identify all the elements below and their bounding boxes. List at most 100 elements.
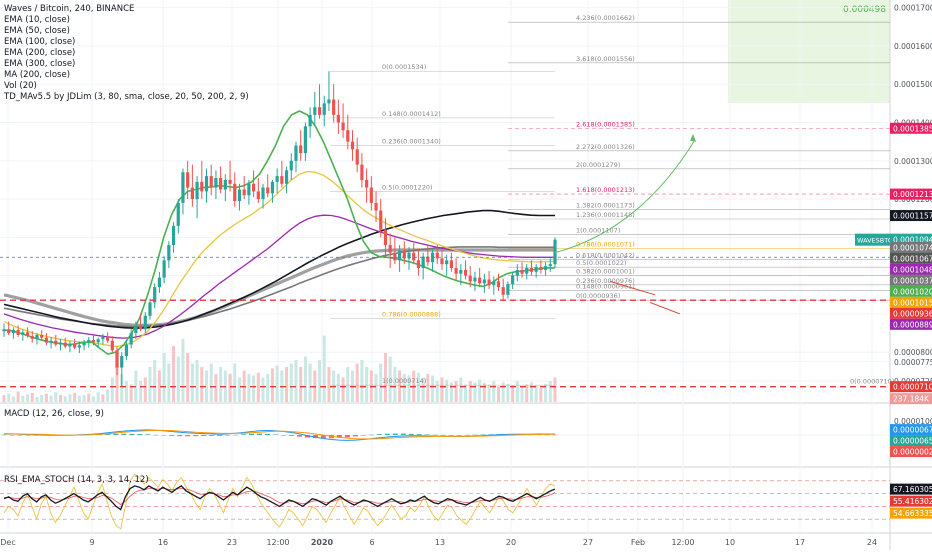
candle-body [355, 149, 359, 165]
macd-hist-bar [400, 433, 406, 435]
macd-hist-bar [257, 433, 263, 435]
legend-ema10[interactable]: EMA (10, close) [4, 15, 70, 25]
price-label[interactable]: 0.0000936 [893, 309, 932, 318]
price-label[interactable]: 0.0001037 [893, 276, 932, 285]
ma200-line [3, 248, 555, 327]
volume-bar [101, 394, 105, 402]
volume-bar [275, 365, 279, 402]
volume-bar [440, 377, 444, 402]
price-tick-label[interactable]: 0.0001600 [894, 42, 932, 51]
legend-ema50[interactable]: EMA (50, close) [4, 26, 70, 36]
candle-body [87, 339, 91, 343]
price-label[interactable]: 0.0001213 [893, 190, 932, 199]
volume-bar [186, 353, 190, 402]
price-tick-label[interactable]: 0.0001700 [894, 4, 932, 13]
volume-bar [478, 379, 482, 402]
volume-bar [435, 381, 439, 402]
fib-level-label: 1(0.0001107) [576, 227, 620, 235]
macd-hist-bar [209, 435, 215, 436]
price-label[interactable]: 0.0001048 [893, 265, 932, 274]
time-tick-label[interactable]: 10 [725, 538, 735, 547]
legend-ma200[interactable]: MA (200, close) [4, 70, 71, 80]
time-tick-label[interactable]: 23 [227, 538, 237, 547]
macd-hist-bar [161, 435, 167, 436]
price-tick-label[interactable]: 0.0000800 [894, 348, 932, 357]
time-tick-label[interactable]: 9 [89, 538, 94, 547]
volume-bar [416, 372, 420, 402]
time-tick-label[interactable]: 12:00 [671, 538, 694, 547]
time-tick-label[interactable]: 27 [583, 538, 593, 547]
volume-bar [11, 396, 15, 402]
volume-bar [252, 375, 256, 402]
volume-bar [139, 381, 143, 402]
chart-title[interactable]: Waves / Bitcoin, 240, BINANCE [4, 4, 135, 14]
volume-bar [54, 392, 58, 402]
candle-body [379, 210, 383, 230]
macd-hist-bar [249, 433, 255, 435]
legend-ema300[interactable]: EMA (300, close) [4, 59, 76, 69]
price-tick-label[interactable]: 0.0001500 [894, 80, 932, 89]
price-label[interactable]: 0.0001157 [893, 212, 932, 221]
macd-value-label[interactable]: 0.0000065 [893, 437, 932, 446]
candle-body [280, 176, 284, 184]
price-label[interactable]: 237.184K [893, 395, 930, 404]
candle-body [40, 335, 44, 338]
candle-body [346, 130, 350, 142]
rsi-title[interactable]: RSI_EMA_STOCH (14, 3, 3, 14, 12) [4, 475, 149, 485]
legend-ema200[interactable]: EMA (200, close) [4, 48, 76, 58]
price-label[interactable]: 0.0001015 [893, 298, 932, 307]
fib-level-label: 2.618(0.0001385) [576, 120, 635, 128]
candle-body [416, 260, 421, 268]
time-tick-label[interactable]: 2020 [311, 538, 334, 547]
macd-value-label[interactable]: 0.0000002 [893, 448, 932, 457]
last-price-label[interactable]: 0.0001094 [893, 236, 932, 245]
candle-body [463, 269, 468, 276]
candle-body [256, 191, 260, 200]
price-tick-label[interactable]: 0.0001300 [894, 157, 932, 166]
volume-bar [289, 363, 293, 402]
time-tick-label[interactable]: 24 [867, 538, 877, 547]
candle-body [369, 187, 373, 203]
candle-body [548, 264, 552, 267]
fib-left-label: 0.236(0.0001340) [382, 137, 441, 145]
price-label[interactable]: 0.0001067 [893, 254, 932, 263]
time-tick-label[interactable]: 13 [435, 538, 445, 547]
rsi-value-label[interactable]: 54.6633353 [893, 509, 932, 518]
candle-body [77, 345, 81, 348]
time-axis-layer[interactable]: Dec 9 16 23 12:00 2020 6 13 20 27 Feb 12:00 10 17 24 [0, 538, 877, 547]
time-tick-label[interactable]: 20 [506, 538, 516, 547]
time-tick-label[interactable]: Feb [631, 538, 645, 547]
candle-body [511, 275, 515, 285]
legend-ema100[interactable]: EMA (100, close) [4, 37, 76, 47]
macd-hist-bar [25, 435, 31, 436]
price-label[interactable]: 0.0001074 [893, 243, 932, 252]
macd-value-label[interactable]: 0.0000067 [893, 426, 932, 435]
volume-bar [214, 374, 218, 402]
time-tick-label[interactable]: 17 [795, 538, 805, 547]
price-label-bg [890, 210, 932, 222]
price-label[interactable]: 0.0000710 [893, 383, 932, 392]
price-label-bg [890, 307, 932, 319]
time-tick-label[interactable]: 12:00 [266, 538, 289, 547]
price-axis-layer[interactable]: 0.00017000.00016000.00015000.00014000.00… [855, 4, 932, 519]
time-tick-label[interactable]: 16 [158, 538, 168, 547]
price-label[interactable]: 0.0001020 [893, 287, 932, 296]
projection-arrow-down-2 [649, 301, 681, 315]
time-tick-label[interactable]: Dec [0, 538, 15, 547]
candle-body [82, 342, 86, 346]
legend-volume[interactable]: Vol (20) [4, 81, 37, 91]
time-tick-label[interactable]: 6 [369, 538, 374, 547]
rsi-value-label[interactable]: 67.1603052 [893, 485, 932, 494]
rsi-value-label[interactable]: 55.4163023 [893, 497, 932, 506]
candle-body [327, 99, 331, 104]
candle-body [16, 330, 20, 335]
candle-body [120, 356, 124, 368]
price-label[interactable]: 0.0001385 [893, 124, 932, 133]
fib-left-label: 0(0.0001534) [382, 63, 426, 71]
legend-td-mav[interactable]: TD_MAv5.5 by JDLim (3, 80, sma, close, 2… [4, 92, 249, 102]
macd-title[interactable]: MACD (12, 26, close, 9) [4, 409, 104, 419]
price-tick-label[interactable]: 0.0000775 [894, 358, 932, 367]
price-label[interactable]: 0.0000889 [893, 320, 932, 329]
volume-bar [459, 377, 463, 402]
candle-body [138, 325, 143, 330]
